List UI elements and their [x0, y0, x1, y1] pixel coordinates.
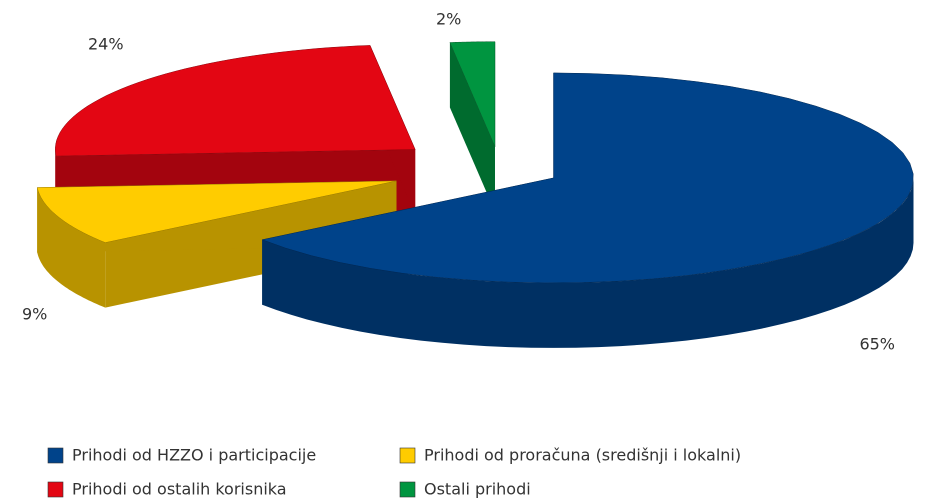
slice [36, 180, 397, 243]
legend-label: Prihodi od ostalih korisnika [72, 480, 287, 499]
slice-side [449, 42, 495, 212]
slice [55, 45, 416, 157]
slice [449, 41, 496, 147]
legend-swatch [399, 481, 416, 498]
legend-swatch [399, 447, 416, 464]
legend-swatch [47, 481, 64, 498]
data-label: 2% [436, 10, 461, 29]
data-label: 65% [859, 335, 895, 354]
slice-wall [262, 177, 914, 348]
legend-label: Prihodi od HZZO i participacije [72, 446, 316, 465]
legend-label: Ostali prihodi [424, 480, 531, 499]
slice-wall [37, 187, 106, 308]
data-label: 9% [22, 305, 47, 324]
slice [261, 72, 914, 284]
data-label: 24% [88, 35, 124, 54]
legend-label: Prihodi od proračuna (središnji i lokaln… [424, 446, 741, 465]
legend-swatch [47, 447, 64, 464]
